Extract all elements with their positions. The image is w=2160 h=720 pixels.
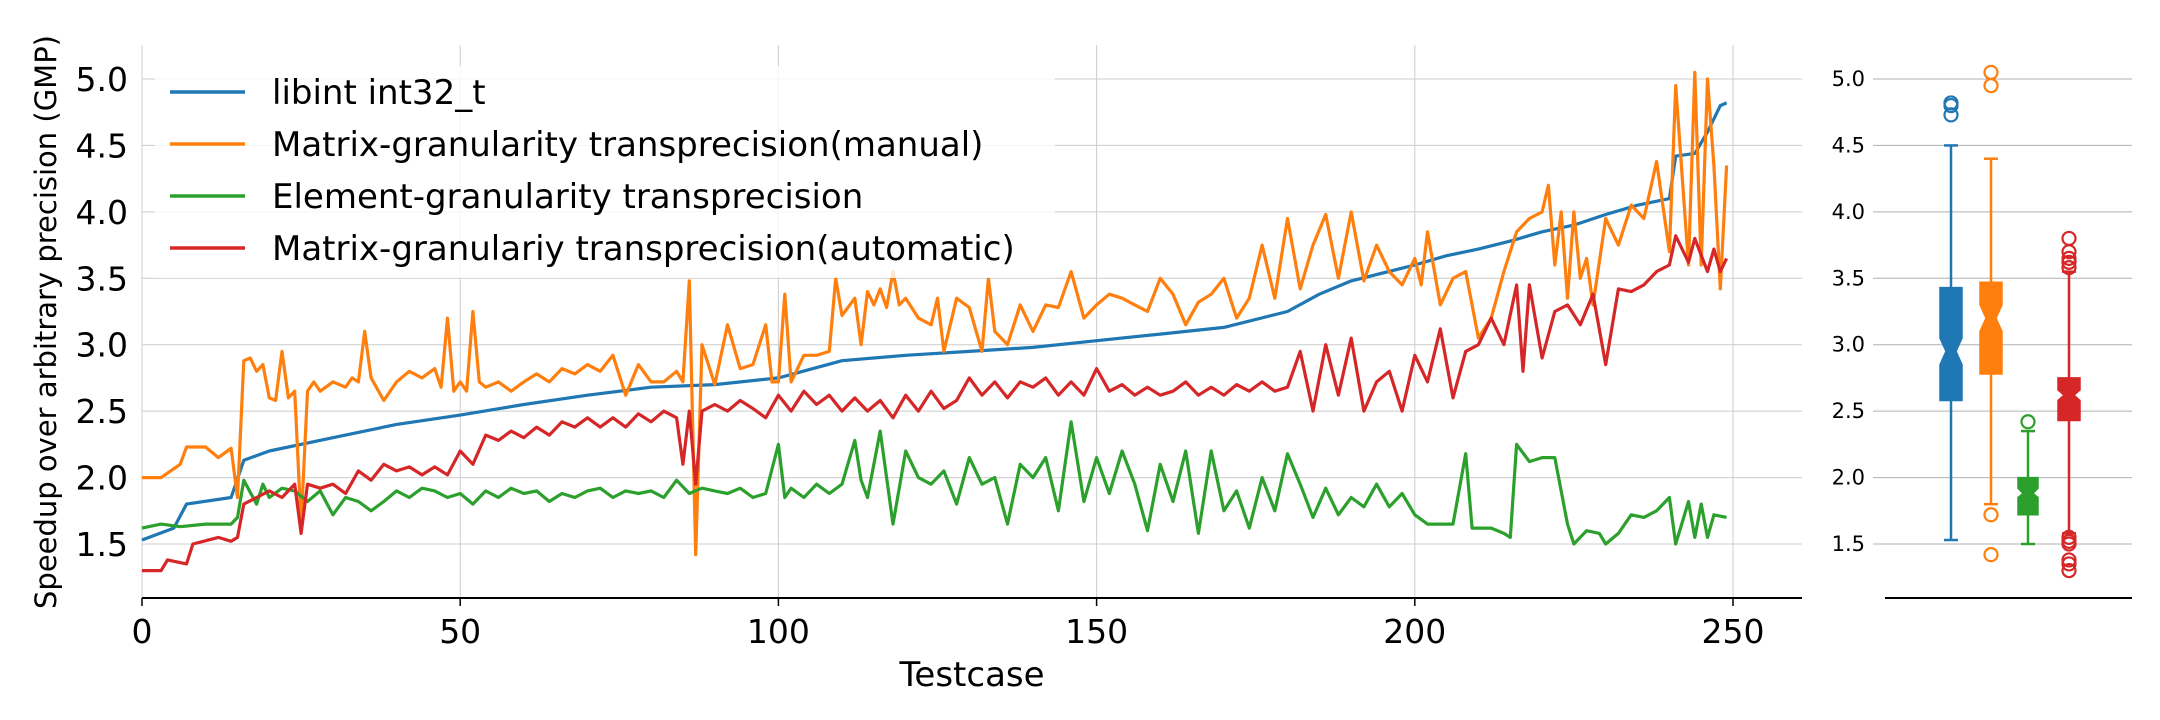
- y-tick-label: 2.0: [76, 459, 128, 498]
- box-y-tick-label: 3.0: [1832, 333, 1865, 357]
- y-tick-label: 1.5: [76, 525, 128, 564]
- outlier-point: [2061, 556, 2077, 572]
- outlier-point: [2061, 529, 2077, 545]
- y-axis-label: Speedup over arbitrary precision (GMP): [29, 35, 63, 609]
- x-tick-label: 200: [1383, 612, 1446, 651]
- legend-background: [155, 66, 1055, 278]
- box-gridlines: [1873, 78, 2132, 545]
- y-tick-label: 4.5: [76, 126, 128, 165]
- box-body: [1979, 281, 2003, 375]
- box-element: [2017, 414, 2039, 546]
- outlier-point: [1983, 547, 1999, 563]
- box-y-ticks: 1.5 2.0 2.5 3.0 3.5 4.0 4.5 5.0: [1832, 67, 1865, 556]
- y-tick-label: 4.0: [76, 193, 128, 232]
- y-tick-label: 5.0: [76, 60, 128, 99]
- box-matrix-manual: [1979, 64, 2003, 563]
- legend-label-element: Element-granularity transprecision: [272, 177, 863, 217]
- outlier-point: [2061, 250, 2077, 266]
- legend-entry-matrix-automatic: Matrix-granulariy transprecision(automat…: [170, 229, 1015, 269]
- box-y-tick-label: 5.0: [1832, 67, 1865, 91]
- boxes: [1939, 64, 2081, 579]
- outlier-point: [2061, 260, 2077, 276]
- box-body: [2017, 476, 2039, 516]
- box-y-tick-label: 4.0: [1832, 200, 1865, 224]
- line-chart: libint int32_t Matrix-granularity transp…: [29, 35, 1802, 695]
- y-tick-label: 3.0: [76, 326, 128, 365]
- legend-entry-libint: libint int32_t: [170, 73, 486, 113]
- box-y-tick-label: 1.5: [1832, 532, 1865, 556]
- outlier-point: [2061, 254, 2077, 270]
- legend-label-matrix-manual: Matrix-granularity transprecision(manual…: [272, 125, 983, 165]
- box-y-tick-label: 2.5: [1832, 399, 1865, 423]
- x-tick-label: 100: [747, 612, 810, 651]
- box-matrix-automatic: [2057, 230, 2081, 579]
- series-lines: [141, 70, 1729, 573]
- x-tick-label: 50: [439, 612, 481, 651]
- outlier-point: [2061, 552, 2077, 568]
- box-y-tick-label: 3.5: [1832, 266, 1865, 290]
- series-line-element: [141, 420, 1727, 546]
- outlier-point: [2061, 230, 2077, 247]
- box-body: [2057, 377, 2081, 422]
- outlier-point: [1983, 64, 1999, 80]
- outlier-point: [2061, 533, 2077, 549]
- legend: libint int32_t Matrix-granularity transp…: [155, 66, 1055, 278]
- x-tick-label: 150: [1065, 612, 1128, 651]
- legend-label-libint: libint int32_t: [272, 73, 486, 113]
- box-y-tick-label: 2.0: [1832, 466, 1865, 490]
- box-body: [1939, 286, 1963, 402]
- x-ticks: 0 50 100 150 200 250: [132, 598, 1765, 651]
- outlier-point: [1983, 78, 1999, 94]
- box-libint: [1939, 95, 1963, 542]
- box-y-tick-label: 4.5: [1832, 133, 1865, 157]
- outlier-point: [2061, 562, 2077, 579]
- outlier-point: [1983, 507, 1999, 523]
- legend-entry-element: Element-granularity transprecision: [170, 177, 863, 217]
- y-tick-label: 3.5: [76, 259, 128, 298]
- outlier-point: [2020, 414, 2036, 430]
- legend-entry-matrix-manual: Matrix-granularity transprecision(manual…: [170, 125, 983, 165]
- outlier-point: [1943, 95, 1959, 111]
- y-tick-label: 2.5: [76, 392, 128, 431]
- series-line-matrix-automatic: [142, 234, 1729, 573]
- box-plot: 1.5 2.0 2.5 3.0 3.5 4.0 4.5 5.0: [1832, 64, 2132, 599]
- x-tick-label: 0: [132, 612, 153, 651]
- legend-label-matrix-automatic: Matrix-granulariy transprecision(automat…: [272, 229, 1015, 269]
- x-axis-label: Testcase: [898, 655, 1044, 695]
- x-tick-label: 250: [1702, 612, 1765, 651]
- y-ticks: 1.5 2.0 2.5 3.0 3.5 4.0 4.5 5.0: [76, 60, 128, 564]
